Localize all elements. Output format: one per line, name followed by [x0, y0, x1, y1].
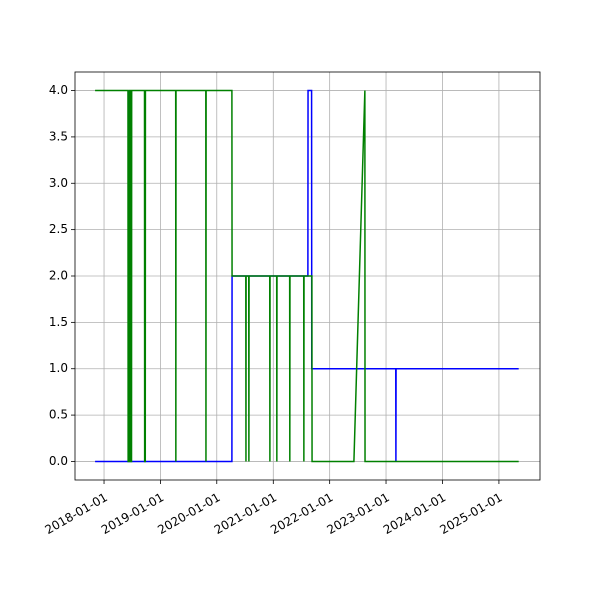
- x-tick-label: 2022-01-01: [268, 490, 335, 537]
- x-tick-label: 2025-01-01: [437, 490, 504, 537]
- y-tick-label: 3.0: [49, 176, 68, 190]
- x-tick-label: 2021-01-01: [212, 490, 279, 537]
- data-line: [95, 89, 519, 463]
- y-tick-label: 1.5: [49, 315, 68, 329]
- y-tick-label: 0.0: [49, 454, 68, 468]
- y-tick-label: 1.0: [49, 361, 68, 375]
- x-tick-label: 2020-01-01: [155, 490, 222, 537]
- y-tick-label: 4.0: [49, 83, 68, 97]
- y-tick-label: 0.5: [49, 408, 68, 422]
- y-tick-label: 2.0: [49, 269, 68, 283]
- y-tick-label: 3.5: [49, 129, 68, 143]
- x-tick-label: 2018-01-01: [43, 490, 110, 537]
- x-tick-label: 2023-01-01: [325, 490, 392, 537]
- y-tick-label: 2.5: [49, 222, 68, 236]
- x-tick-label: 2024-01-01: [381, 490, 448, 537]
- plot-frame: [74, 71, 541, 481]
- x-tick-label: 2019-01-01: [99, 490, 166, 537]
